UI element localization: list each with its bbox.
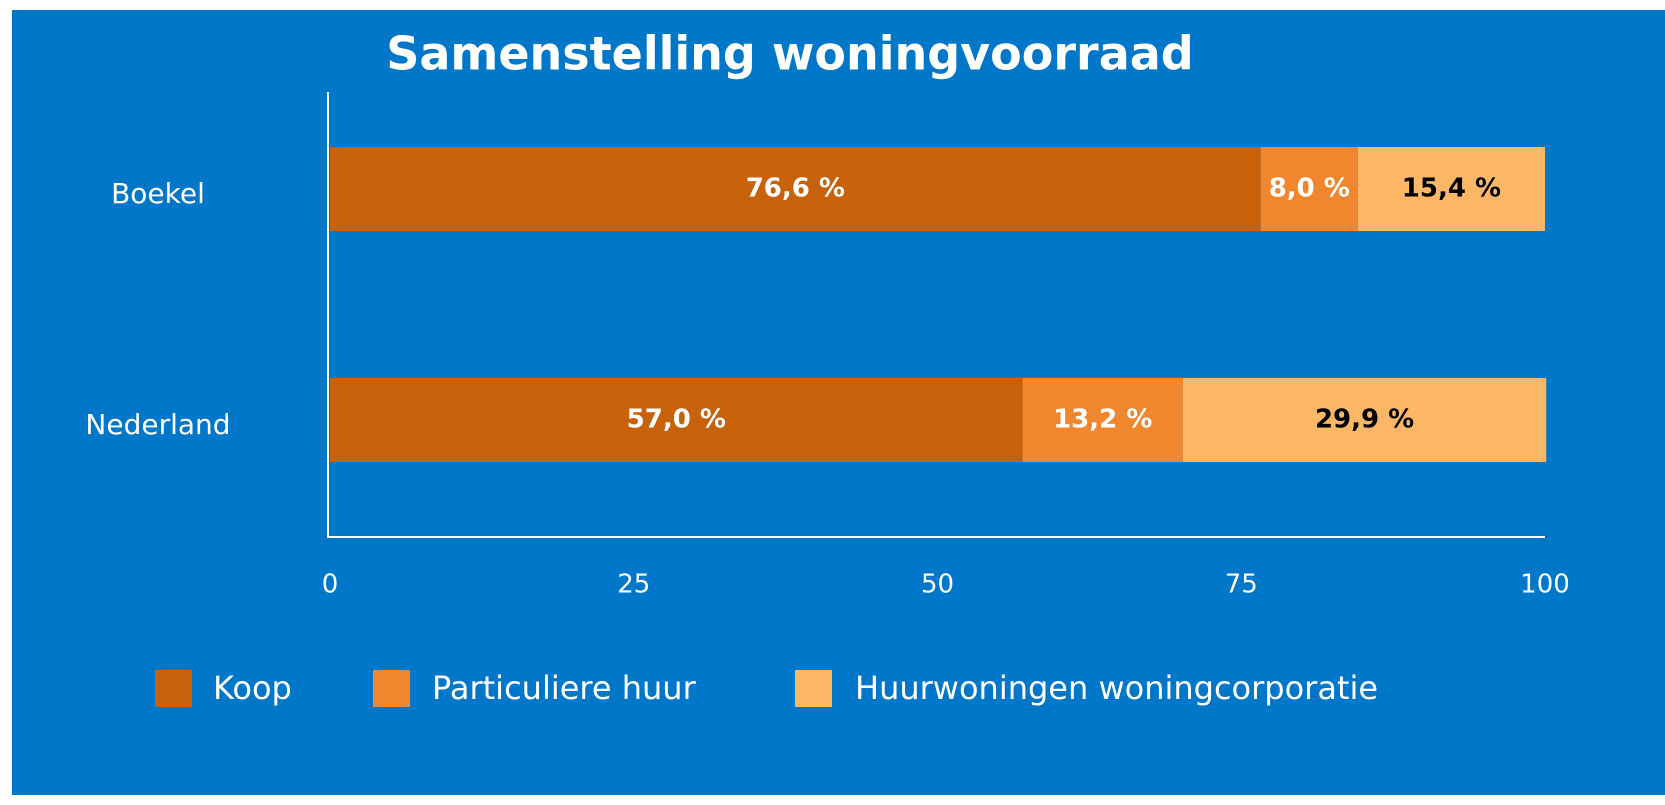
legend-swatch [155,670,192,707]
bar-segment [1182,378,1547,462]
y-tick-label: Nederland [85,408,230,441]
x-tick-label: 50 [921,570,954,600]
chart-title: Samenstelling woningvoorraad [386,27,1193,81]
data-label: 15,4 % [1402,174,1501,204]
bar-segment [330,147,1261,231]
bar-segment [1260,147,1358,231]
legend-swatch [795,670,832,707]
data-label: 76,6 % [746,174,845,204]
x-tick-label: 0 [322,570,339,600]
x-tick-label: 75 [1225,570,1258,600]
legend-label: Huurwoningen woningcorporatie [855,669,1378,707]
data-label: 8,0 % [1269,174,1350,204]
bar-segment [330,378,1023,462]
legend-swatch [373,670,410,707]
x-tick-label: 100 [1520,570,1570,600]
data-label: 57,0 % [627,405,726,435]
legend-label: Koop [213,669,292,707]
bar-segment [1022,378,1183,462]
y-tick-label: Boekel [111,177,205,210]
bar-segment [1357,147,1545,231]
legend-label: Particuliere huur [432,669,697,707]
data-label: 13,2 % [1053,405,1152,435]
x-tick-label: 25 [617,570,650,600]
data-label: 29,9 % [1315,405,1414,435]
